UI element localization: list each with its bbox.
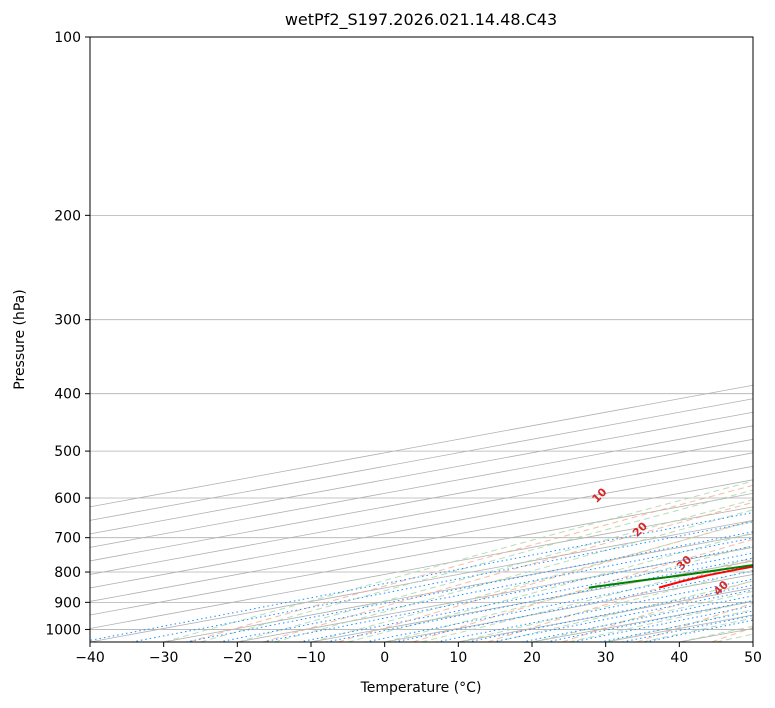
plot-area: 0.10.20.40.611.5234681013162025303610203… <box>90 37 753 642</box>
x-tick-label: 0 <box>380 650 389 666</box>
y-tick-label: 600 <box>54 491 81 507</box>
x-tick-label: −20 <box>223 650 253 666</box>
moist-adiabat-line <box>310 520 753 642</box>
y-tick-label: 700 <box>54 531 81 547</box>
mixing-ratio-line <box>467 584 753 642</box>
mixing-ratio-line <box>492 589 753 642</box>
mixing-ratio-line <box>131 521 753 642</box>
x-tick-label: −10 <box>296 650 326 666</box>
isotherm-line <box>90 438 753 562</box>
x-tick-label: 10 <box>449 650 467 666</box>
y-tick-label: 400 <box>54 387 81 403</box>
y-tick-label: 900 <box>54 595 81 611</box>
plot-frame <box>89 36 754 643</box>
isotherm-line <box>90 479 753 602</box>
y-tick-label: 100 <box>54 30 81 46</box>
mixing-ratio-line <box>185 531 753 642</box>
y-tick-label: 1000 <box>45 622 81 638</box>
moist-adiabat-line <box>347 532 753 642</box>
y-tick-label: 800 <box>54 565 81 581</box>
moist-adiabat-line <box>421 557 753 642</box>
x-tick-label: 20 <box>523 650 541 666</box>
x-axis-label: Temperature (°C) <box>360 680 482 696</box>
dry-adiabat-line <box>188 484 753 642</box>
isotherm-line <box>163 533 753 642</box>
y-tick-label: 200 <box>54 208 81 224</box>
isotherm-line <box>90 465 753 589</box>
axis-ticks: −40 −30 −20 −10 0 10 20 30 40 50 100 200 300 400 500 60… <box>45 30 762 666</box>
x-tick-label: −40 <box>75 650 105 666</box>
isotherm-line <box>90 506 753 629</box>
mixing-ratio-line <box>522 595 753 642</box>
x-tick-label: 40 <box>670 650 688 666</box>
isotherm-line <box>90 519 753 642</box>
isotherm-line <box>90 492 753 616</box>
isotherm-line <box>90 452 753 575</box>
x-tick-label: 30 <box>597 650 615 666</box>
dry-adiabat-line <box>263 501 753 642</box>
isotherm-line <box>90 425 753 548</box>
x-tick-label: 50 <box>744 650 762 666</box>
y-tick-label: 300 <box>54 313 81 329</box>
y-tick-label: 500 <box>54 444 81 460</box>
mixing-ratio-line <box>436 578 753 642</box>
moist-adiabat-line <box>495 580 753 642</box>
chart-title: wetPf2_S197.2026.021.14.48.C43 <box>285 10 557 30</box>
x-tick-label: −30 <box>149 650 179 666</box>
mixing-ratio-line <box>90 512 753 641</box>
y-axis-label: Pressure (hPa) <box>12 289 28 389</box>
